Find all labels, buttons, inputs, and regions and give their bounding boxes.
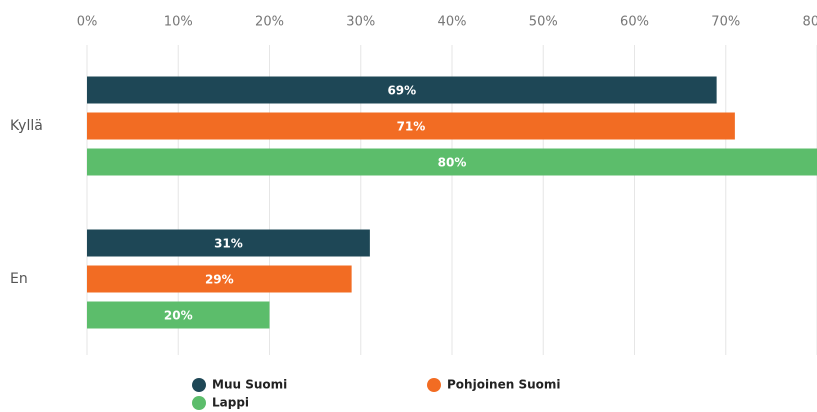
legend-label: Lappi bbox=[212, 396, 249, 410]
bar bbox=[87, 148, 817, 176]
bar bbox=[87, 229, 370, 257]
category-label: En bbox=[10, 271, 28, 287]
legend-swatch bbox=[192, 378, 206, 392]
bar bbox=[87, 76, 717, 104]
legend-swatch bbox=[192, 396, 206, 410]
value-label: 20% bbox=[164, 309, 193, 323]
legend-label: Muu Suomi bbox=[212, 378, 287, 392]
x-tick-label: 10% bbox=[164, 15, 193, 30]
x-tick-label: 30% bbox=[346, 15, 375, 30]
value-label: 31% bbox=[214, 237, 243, 251]
bar bbox=[87, 301, 270, 329]
x-tick-label: 40% bbox=[438, 15, 467, 30]
value-label: 29% bbox=[205, 273, 234, 287]
x-tick-label: 0% bbox=[77, 15, 98, 30]
x-tick-label: 80% bbox=[803, 15, 817, 30]
x-tick-label: 60% bbox=[620, 15, 649, 30]
x-tick-label: 50% bbox=[529, 15, 558, 30]
value-label: 80% bbox=[438, 156, 467, 170]
legend-label: Pohjoinen Suomi bbox=[447, 378, 561, 392]
value-label: 71% bbox=[397, 120, 426, 134]
x-tick-label: 70% bbox=[711, 15, 740, 30]
legend-swatch bbox=[427, 378, 441, 392]
bar bbox=[87, 265, 352, 293]
x-tick-label: 20% bbox=[255, 15, 284, 30]
bar bbox=[87, 112, 735, 140]
value-label: 69% bbox=[387, 84, 416, 98]
category-label: Kyllä bbox=[10, 118, 43, 134]
